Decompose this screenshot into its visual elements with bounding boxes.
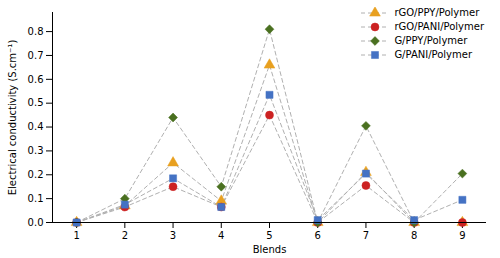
svg-text:Blends: Blends: [253, 244, 287, 255]
svg-text:2: 2: [122, 230, 128, 241]
svg-text:6: 6: [315, 230, 321, 241]
svg-text:0.7: 0.7: [28, 50, 44, 61]
html-text:rGO/PANI/Polymer: rGO/PANI/Polymer: [394, 21, 484, 32]
svg-text:4: 4: [218, 230, 224, 241]
svg-text:0.5: 0.5: [28, 97, 44, 108]
svg-text:0.0: 0.0: [28, 217, 44, 228]
svg-text:3: 3: [170, 230, 176, 241]
svg-text:0.3: 0.3: [28, 145, 44, 156]
html-text:rGO/PPY/Polymer: rGO/PPY/Polymer: [394, 7, 480, 18]
html-text:G/PANI/Polymer: G/PANI/Polymer: [394, 49, 472, 60]
svg-text:8: 8: [411, 230, 417, 241]
svg-text:0.8: 0.8: [28, 26, 44, 37]
svg-text:0.1: 0.1: [28, 193, 44, 204]
svg-text:9: 9: [459, 230, 465, 241]
svg-text:0.6: 0.6: [28, 74, 44, 85]
svg-text:5: 5: [266, 230, 272, 241]
svg-text:0.2: 0.2: [28, 169, 44, 180]
svg-text:0.4: 0.4: [28, 121, 44, 132]
svg-text:Electrical conductivity (S.cm⁻: Electrical conductivity (S.cm⁻¹): [7, 40, 18, 196]
svg-text:7: 7: [363, 230, 369, 241]
html-text:G/PPY/Polymer: G/PPY/Polymer: [394, 35, 468, 46]
svg-text:1: 1: [73, 230, 79, 241]
